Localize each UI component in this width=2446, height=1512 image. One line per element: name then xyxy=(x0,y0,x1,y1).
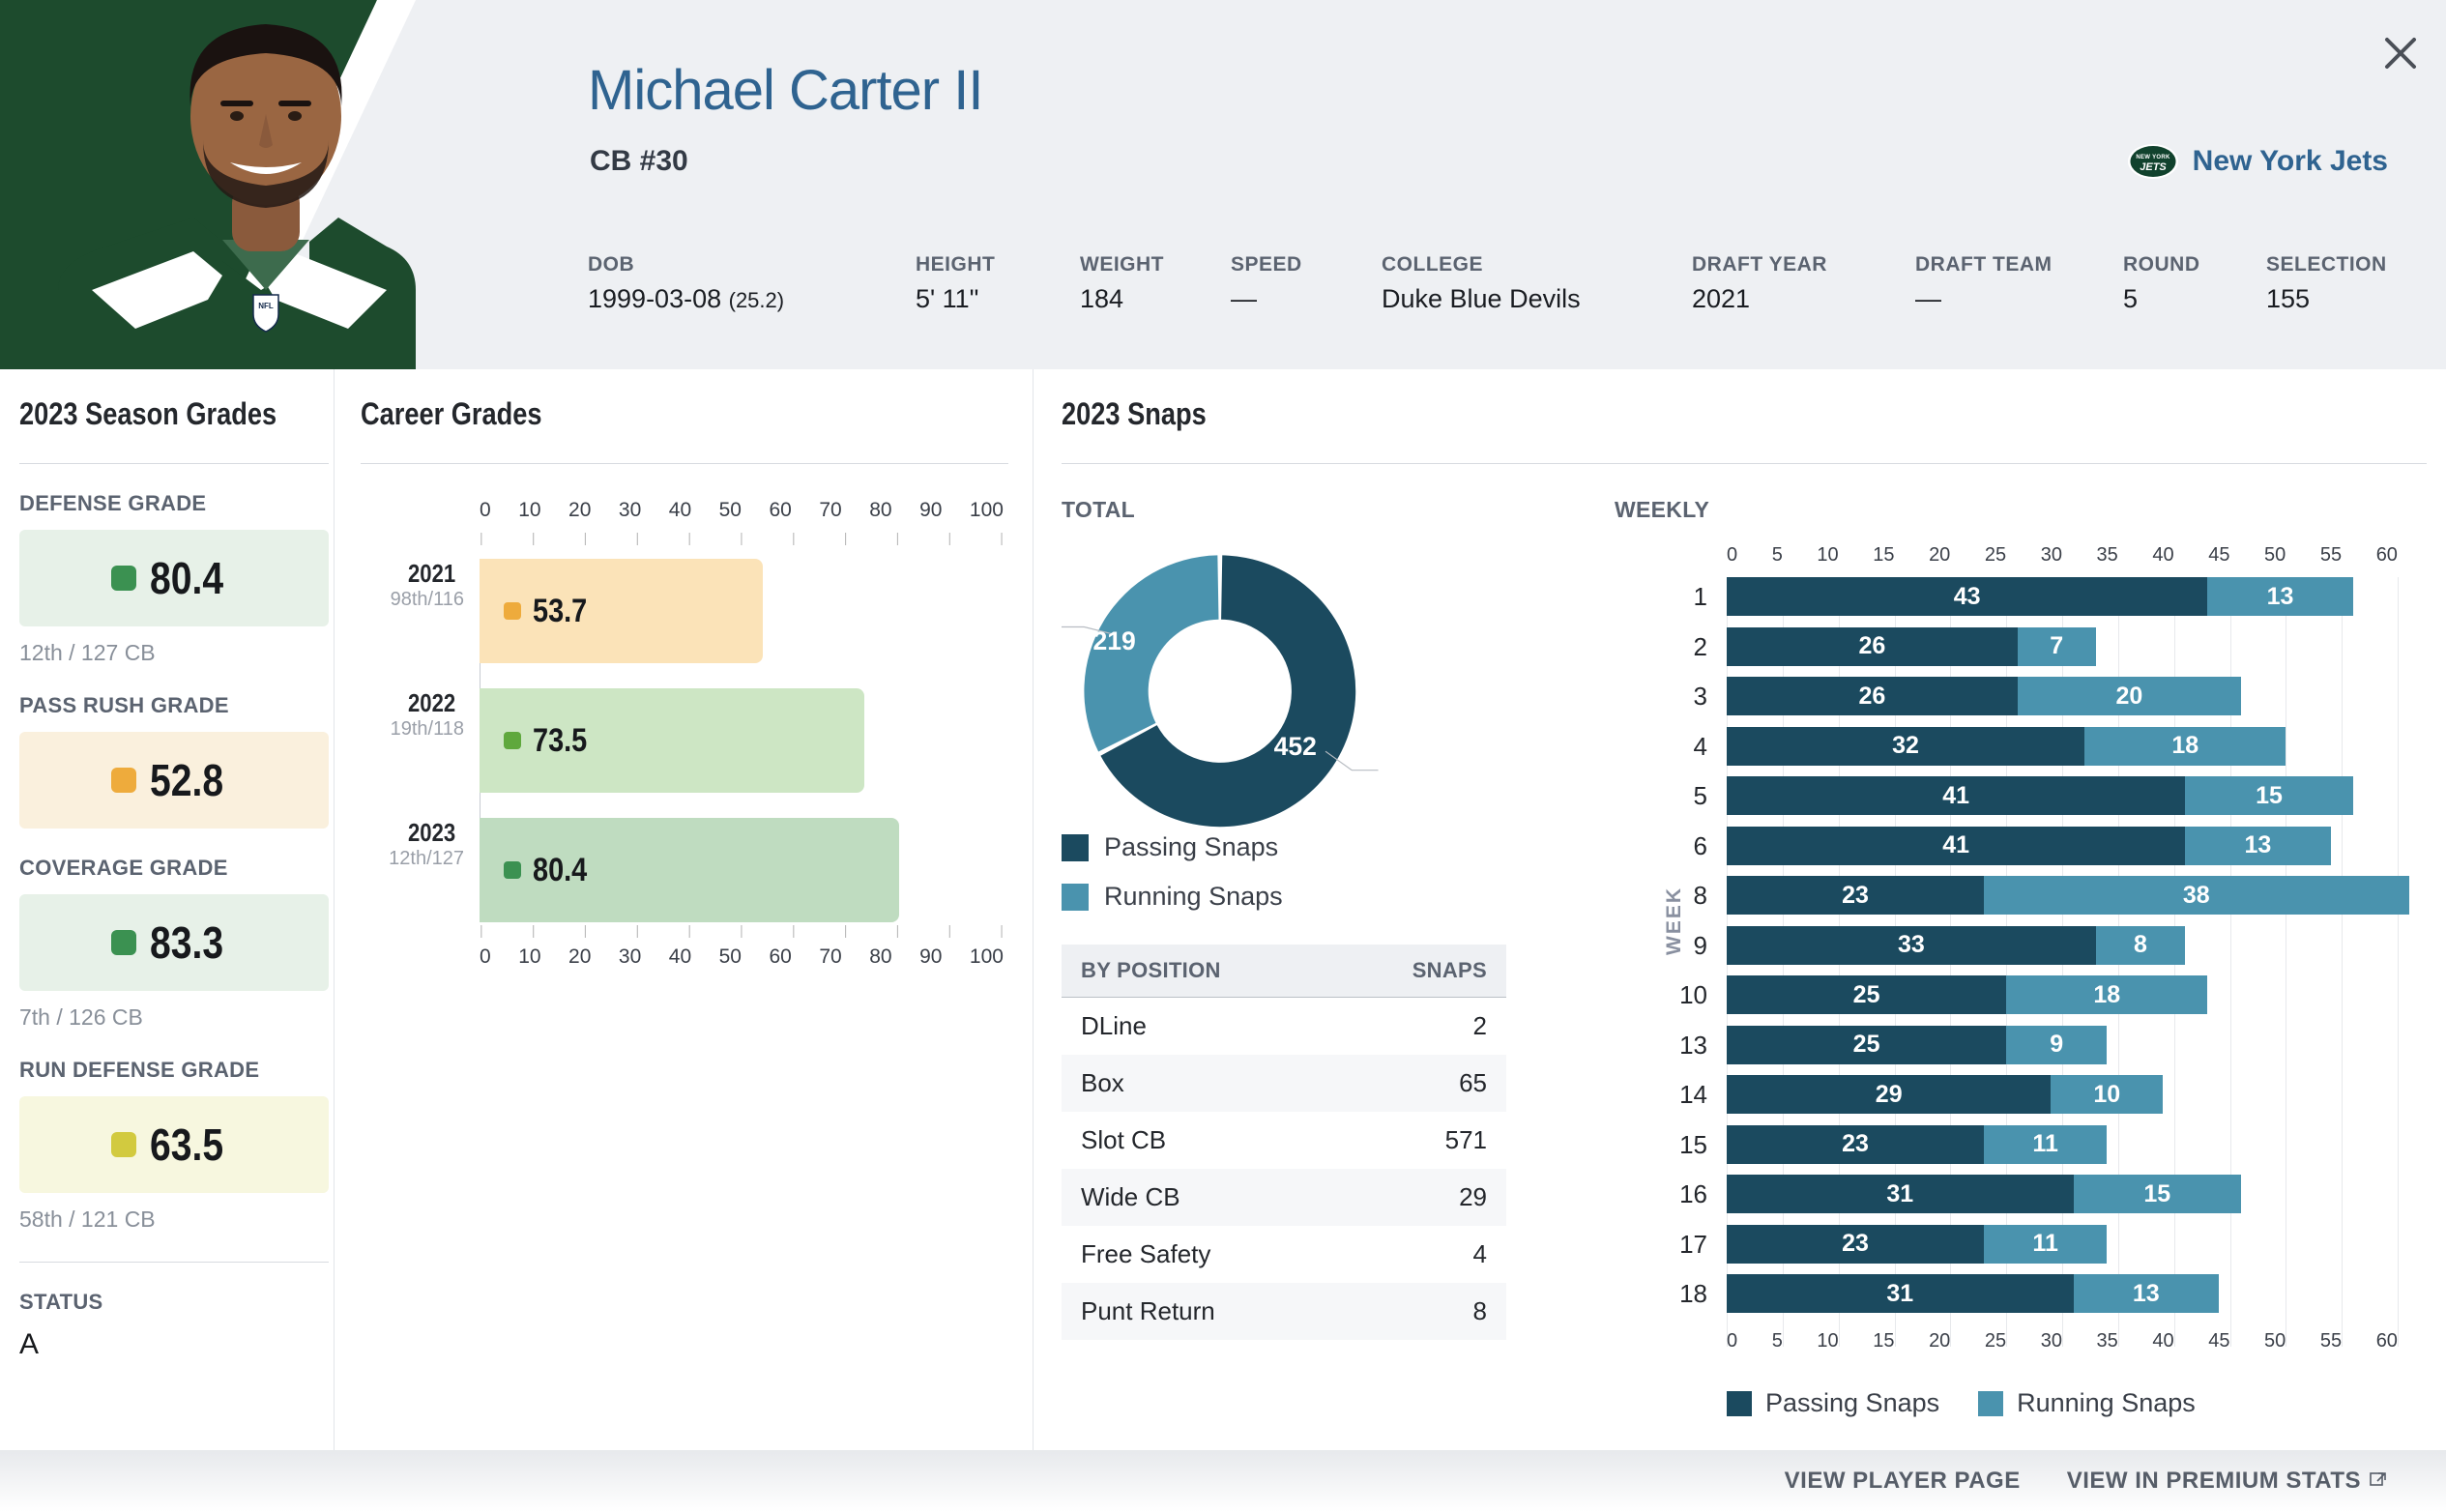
svg-text:452: 452 xyxy=(1274,732,1317,761)
svg-text:NFL: NFL xyxy=(258,302,274,310)
svg-text:NEW YORK: NEW YORK xyxy=(2136,155,2170,160)
svg-text:219: 219 xyxy=(1092,626,1135,655)
svg-text:JETS: JETS xyxy=(2140,161,2167,173)
